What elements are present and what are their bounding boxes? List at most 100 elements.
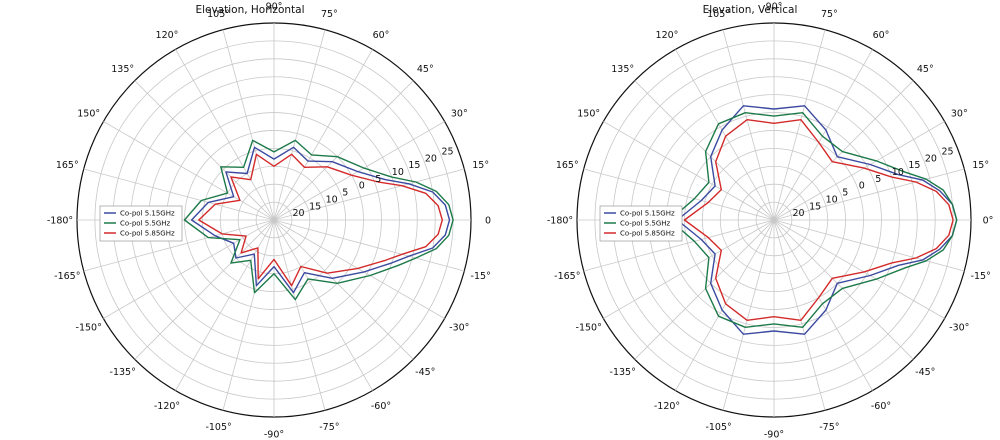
grid-spoke — [583, 219, 775, 272]
legend-entry: Co-pol 5.85GHz — [120, 230, 175, 238]
angle-tick-label: 30° — [951, 109, 968, 120]
angle-tick-label: 75° — [821, 9, 838, 20]
grid-spoke — [634, 80, 775, 221]
angle-tick-label: 120° — [656, 30, 679, 41]
angle-tick-label: 60° — [373, 30, 390, 41]
polar-chart-horizontal: 0 15° 30° 45° 60° 75° 90° 105° 120° 135° 150° 165° -… — [47, 2, 491, 440]
radial-tick-label: 10 — [892, 167, 904, 178]
radial-tick-label: 5 — [375, 174, 381, 185]
grid-spoke — [773, 219, 945, 319]
angle-tick-label: 75° — [321, 9, 338, 20]
grid-spoke — [222, 29, 275, 221]
chart-title: Elevation, Vertical — [702, 4, 798, 16]
radial-tick-label: 5 — [342, 188, 348, 199]
grid-spoke — [273, 219, 414, 360]
radial-tick-label: 15 — [309, 201, 321, 212]
legend-entry: Co-pol 5.5GHz — [120, 220, 171, 228]
angle-tick-label: -60° — [871, 401, 891, 412]
angle-tick-label: -165° — [554, 271, 580, 282]
angle-tick-label: -45° — [915, 367, 935, 378]
angle-tick-label: 15° — [472, 160, 489, 171]
grid-spoke — [722, 29, 775, 221]
angle-tick-label: -120° — [654, 401, 680, 412]
grid-spoke — [773, 29, 826, 221]
series-line-2 — [683, 119, 954, 321]
grid-spoke — [773, 219, 826, 411]
legend-entry: Co-pol 5.5GHz — [620, 220, 671, 228]
legend-entry: Co-pol 5.15GHz — [620, 210, 675, 218]
angle-tick-label: -105° — [705, 422, 731, 433]
angle-tick-label: 60° — [873, 30, 890, 41]
grid-spoke — [273, 168, 465, 221]
radial-tick-label: 15 — [908, 160, 920, 171]
legend-box — [99, 205, 183, 242]
angle-tick-label: 120° — [156, 30, 179, 41]
angle-tick-label: 165° — [56, 160, 79, 171]
radial-tick-label: 20 — [925, 153, 937, 164]
polar-chart-vertical: 0° 15° 30° 45° 60° 75° 90° 105° 120° 135° 150° 165°… — [547, 2, 994, 440]
angle-tick-label: 165° — [556, 160, 579, 171]
angle-tick-label: -105° — [205, 422, 231, 433]
grid-spoke — [273, 219, 465, 272]
grid-spoke — [603, 121, 775, 221]
angle-tick-label: -150° — [576, 323, 602, 334]
grid-spoke — [773, 80, 914, 221]
radial-tick-label: 25 — [942, 147, 954, 158]
angle-tick-label: 45° — [917, 64, 934, 75]
angle-tick-label: -45° — [415, 367, 435, 378]
angle-tick-label: -150° — [76, 323, 102, 334]
chart-panel-vertical: Elevation, Vertical 0° 15° 30° 45° 60° 75° 90°… — [500, 0, 1000, 440]
angle-tick-label: -180° — [547, 216, 573, 227]
angle-tick-label: -60° — [371, 401, 391, 412]
radial-tick-label: 25 — [442, 147, 454, 158]
angle-tick-label: 135° — [611, 64, 634, 75]
angle-tick-label: 0° — [983, 216, 994, 227]
grid-spoke — [103, 121, 275, 221]
grid-spoke — [273, 121, 445, 221]
radial-tick-label: 5 — [842, 188, 848, 199]
grid-spoke — [83, 168, 275, 221]
angle-tick-label: -30° — [949, 323, 969, 334]
grid-spoke — [273, 80, 414, 221]
angle-tick-label: 105° — [707, 9, 730, 20]
chart-panel-horizontal: Elevation, Horizontal 0 15° 30° 45° 60° 75° 90… — [47, 2, 491, 440]
angle-tick-label: 135° — [111, 64, 134, 75]
grid-spoke — [773, 49, 873, 221]
radial-tick-label: 20 — [793, 208, 805, 219]
angle-tick-label: 90° — [766, 2, 783, 13]
angle-tick-label: -135° — [110, 367, 136, 378]
grid-spoke — [773, 219, 873, 391]
angle-tick-label: -90° — [764, 430, 784, 440]
grid-spoke — [603, 219, 775, 319]
angle-tick-label: 30° — [451, 109, 468, 120]
grid-spoke — [675, 219, 775, 391]
radial-tick-label: 0 — [859, 181, 865, 192]
series-line-0 — [190, 146, 451, 294]
grid-spoke — [222, 219, 275, 411]
angle-tick-label: 90° — [266, 2, 283, 13]
angle-tick-label: -135° — [610, 367, 636, 378]
grid-spoke — [675, 49, 775, 221]
angle-tick-label: 150° — [77, 109, 100, 120]
grid-spoke — [773, 121, 945, 221]
angle-tick-label: 15° — [972, 160, 989, 171]
chart-title: Elevation, Horizontal — [195, 4, 305, 16]
angle-tick-label: -75° — [819, 422, 839, 433]
series-line-1 — [183, 139, 454, 301]
radial-tick-label: 0 — [359, 181, 365, 192]
radial-tick-label: 5 — [875, 174, 881, 185]
radial-tick-label: 10 — [326, 194, 338, 205]
angle-tick-label: -120° — [154, 401, 180, 412]
angle-tick-label: 0 — [485, 216, 491, 227]
radial-tick-label: 15 — [809, 201, 821, 212]
grid-spoke — [583, 168, 775, 221]
grid-spoke — [83, 219, 275, 272]
angle-tick-label: -75° — [319, 422, 339, 433]
radial-tick-label: 10 — [826, 194, 838, 205]
angle-tick-label: 105° — [207, 9, 230, 20]
grid-spoke — [273, 29, 326, 221]
grid-spoke — [175, 219, 275, 391]
angle-tick-label: -15° — [971, 271, 991, 282]
grid-spoke — [773, 219, 914, 360]
grid-spoke — [634, 219, 775, 360]
